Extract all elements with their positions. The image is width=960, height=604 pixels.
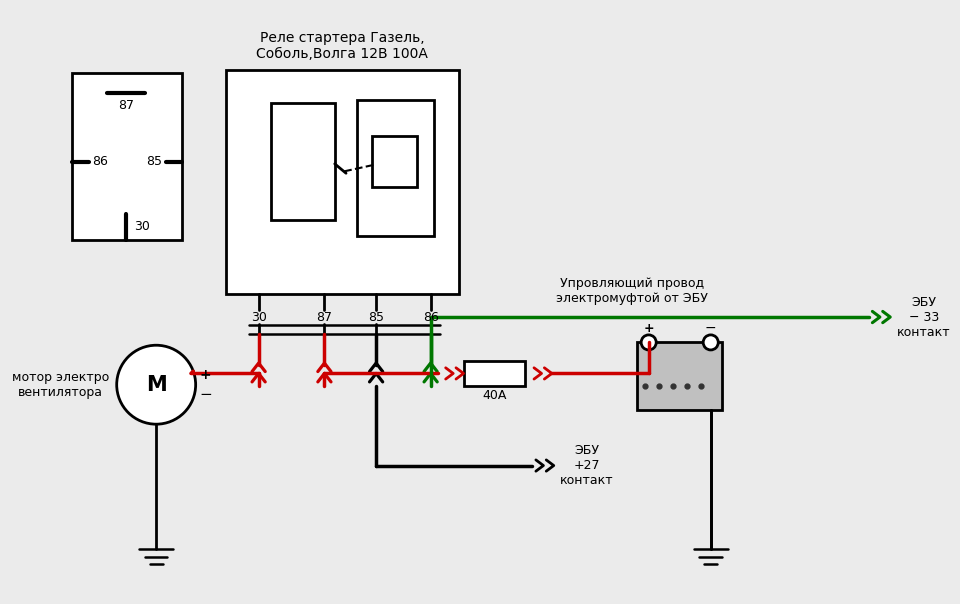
Text: мотор электро
вентилятора: мотор электро вентилятора [12,371,109,399]
Text: 87: 87 [317,310,332,324]
Text: ЭБУ
+27
контакт: ЭБУ +27 контакт [561,444,614,487]
Text: 85: 85 [368,310,384,324]
Text: 30: 30 [133,220,150,233]
Text: −: − [705,321,716,335]
Text: 30: 30 [251,310,267,324]
Text: 85: 85 [146,155,162,169]
Bar [72,72,182,240]
Bar [271,103,335,220]
Bar [357,100,434,236]
Circle shape [641,335,657,350]
Text: ЭБУ
− 33
контакт: ЭБУ − 33 контакт [897,295,950,338]
Bar [226,70,459,294]
Bar [372,136,418,187]
Text: +: + [643,322,654,335]
Text: +: + [200,368,211,382]
Bar [637,342,722,410]
Text: 87: 87 [118,99,134,112]
Text: 86: 86 [92,155,108,169]
Text: Упровляющий провод
электромуфтой от ЭБУ: Упровляющий провод электромуфтой от ЭБУ [556,277,708,305]
Text: 86: 86 [422,310,439,324]
Text: Реле стартера Газель,
Соболь,Волга 12В 100А: Реле стартера Газель, Соболь,Волга 12В 1… [256,31,428,62]
Circle shape [704,335,718,350]
Circle shape [117,345,196,424]
Bar [465,361,524,385]
Text: М: М [146,374,166,394]
Text: −: − [200,387,212,402]
Text: 40А: 40А [482,388,507,402]
